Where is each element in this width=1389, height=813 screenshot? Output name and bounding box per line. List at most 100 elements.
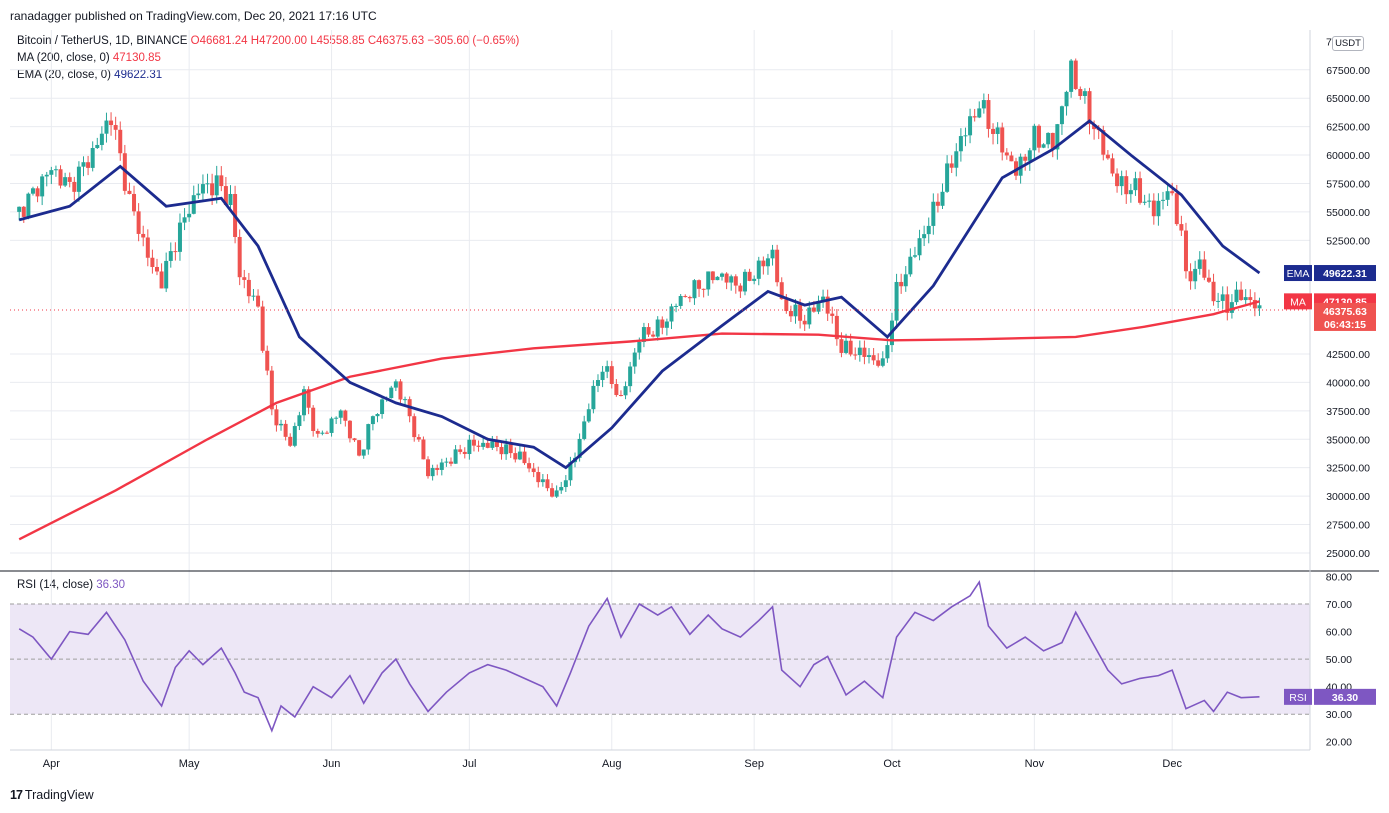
candle-body (366, 424, 371, 450)
candle-body (742, 271, 747, 292)
ohlc-change: −305.60 (−0.65%) (427, 35, 520, 47)
candle-body (706, 271, 711, 290)
candle-body (839, 339, 844, 353)
candle-body (922, 234, 927, 239)
y-tick-label: 52500.00 (1326, 235, 1370, 247)
candle-body (720, 273, 725, 277)
candle-body (1206, 277, 1211, 282)
candle-body (554, 490, 559, 497)
candle-body (237, 236, 242, 278)
candle-body (517, 451, 522, 460)
candle-body (301, 389, 306, 416)
symbol-legend: Bitcoin / TetherUS, 1D, BINANCE O46681.2… (17, 35, 519, 47)
candle-body (246, 279, 251, 297)
price-value-text: 46375.63 (1323, 306, 1367, 318)
candle-body (752, 278, 757, 281)
candle-body (168, 251, 173, 261)
price-value-text: 06:43:15 (1324, 319, 1366, 331)
candle-body (963, 135, 968, 137)
candle-body (485, 442, 490, 448)
candle-body (1124, 176, 1129, 195)
candle-body (802, 320, 807, 325)
candle-body (871, 355, 876, 361)
ohlc-low: L45558.85 (310, 35, 365, 47)
candle-body (628, 366, 633, 387)
y-tick-label: 57500.00 (1326, 178, 1370, 190)
candle-body (398, 381, 403, 400)
candle-body (1082, 91, 1087, 96)
candle-body (779, 282, 784, 300)
candle-body (1138, 178, 1143, 203)
candle-body (76, 166, 81, 192)
tradingview-logo[interactable]: 17 TradingView (10, 788, 94, 802)
candle-body (862, 347, 867, 357)
candle-body (894, 281, 899, 321)
candle-body (683, 296, 688, 298)
candle-body (1036, 125, 1041, 148)
candle-body (968, 116, 973, 136)
currency-button[interactable]: USDT (1332, 36, 1364, 51)
candle-body (949, 163, 954, 168)
candle-body (26, 193, 31, 217)
candle-body (343, 410, 348, 421)
candle-body (1009, 155, 1014, 162)
candle-body (958, 136, 963, 152)
candle-body (104, 120, 109, 134)
candle-body (1055, 124, 1060, 150)
candle-body (885, 345, 890, 359)
candle-body (1087, 91, 1092, 125)
candle-body (908, 256, 913, 275)
candle-body (177, 222, 182, 252)
candle-body (1151, 200, 1156, 217)
candle-body (53, 169, 58, 171)
ohlc-close: C46375.63 (367, 35, 425, 47)
candle-body (761, 260, 766, 267)
candle-body (324, 432, 329, 434)
candle-body (448, 461, 453, 464)
candle-body (44, 174, 49, 177)
candle-body (834, 315, 839, 340)
candle-body (274, 409, 279, 426)
x-tick-label: Nov (1025, 758, 1045, 770)
y-tick-label: 27500.00 (1326, 520, 1370, 532)
candle-body (380, 399, 385, 415)
candle-body (389, 387, 394, 399)
candle-body (986, 100, 991, 129)
candle-body (219, 175, 224, 187)
candle-body (412, 416, 417, 438)
candle-body (508, 444, 513, 454)
candle-body (692, 280, 697, 299)
candle-body (200, 184, 205, 194)
candle-body (1128, 190, 1133, 195)
candle-body (848, 340, 853, 355)
candle-body (1174, 193, 1179, 225)
candle-body (334, 417, 339, 419)
candle-body (545, 479, 550, 489)
candle-body (132, 193, 137, 212)
x-tick-label: Jul (462, 758, 476, 770)
candle-body (600, 371, 605, 381)
symbol-name: Bitcoin / TetherUS, 1D, BINANCE (17, 35, 188, 47)
candle-body (435, 468, 440, 470)
candle-body (632, 352, 637, 367)
candle-body (288, 436, 293, 446)
candle-body (338, 410, 343, 418)
candle-body (825, 296, 830, 314)
candle-body (430, 468, 435, 477)
x-tick-label: Oct (883, 758, 900, 770)
candle-body (453, 449, 458, 464)
candle-body (297, 415, 302, 427)
candle-body (251, 295, 256, 297)
candle-body (499, 446, 504, 455)
candle-body (641, 327, 646, 342)
y-tick-label: 40000.00 (1326, 377, 1370, 389)
candle-body (775, 249, 780, 283)
rsi-legend-value: 36.30 (96, 579, 126, 591)
candle-body (1252, 299, 1257, 309)
candle-body (1216, 300, 1221, 302)
candle-body (1183, 230, 1188, 272)
candle-body (687, 297, 692, 299)
candle-body (95, 144, 100, 149)
candle-body (522, 451, 527, 464)
